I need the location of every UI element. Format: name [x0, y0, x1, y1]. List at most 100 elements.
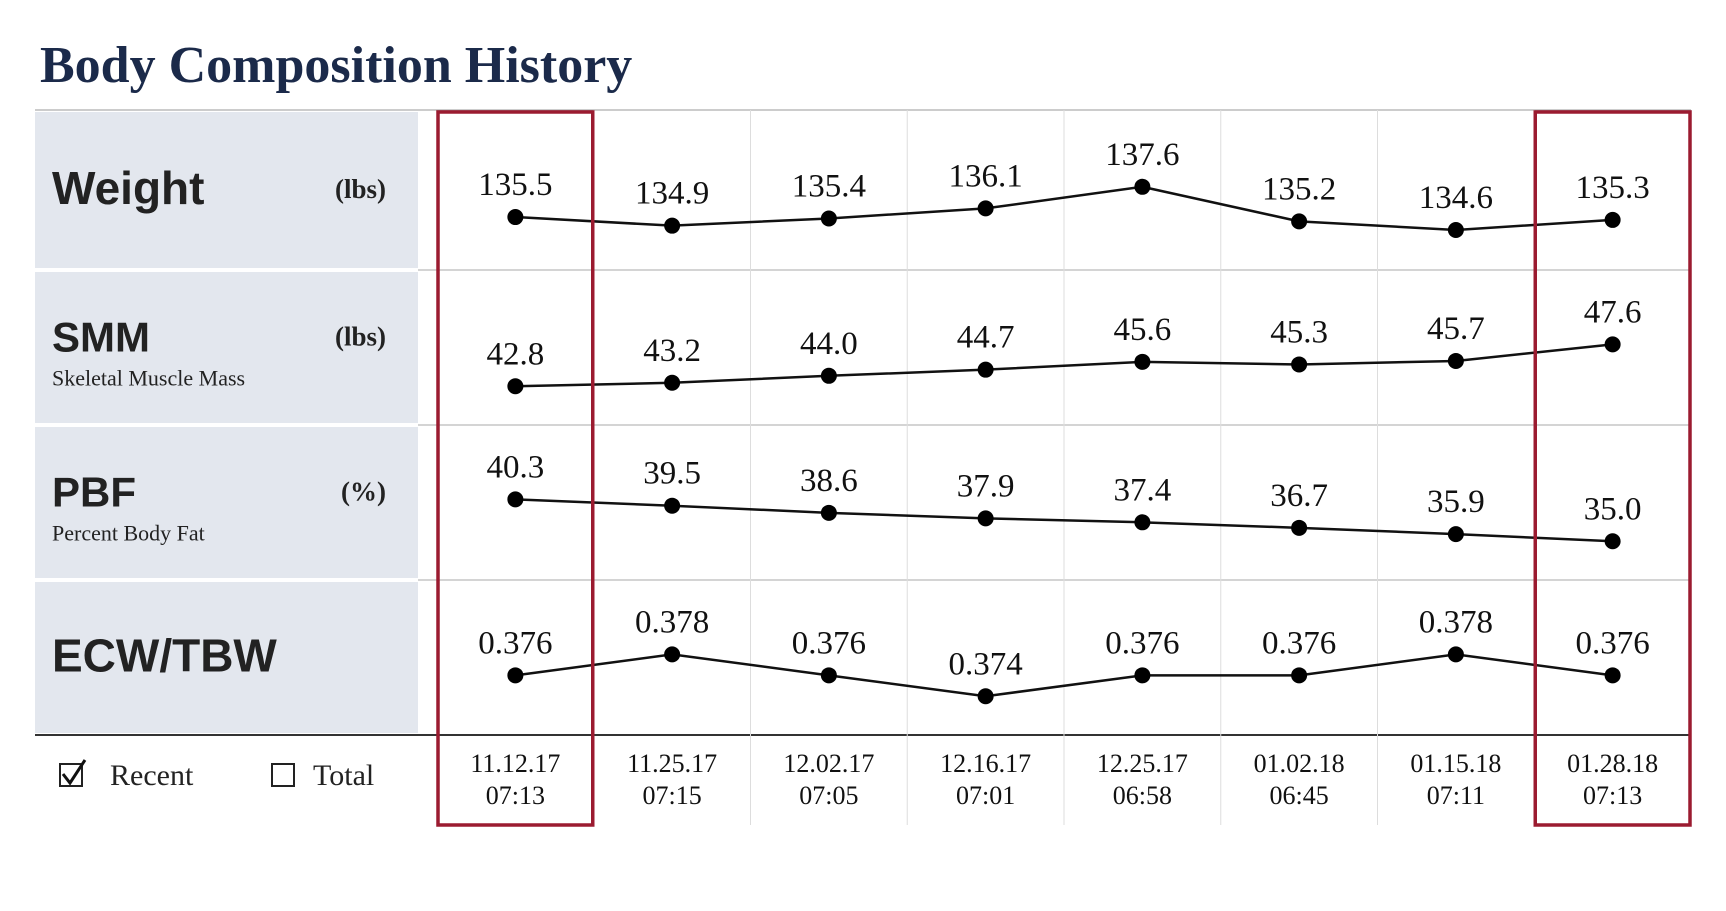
data-point	[1134, 667, 1151, 684]
value-label: 0.376	[792, 625, 866, 661]
data-point	[1447, 352, 1464, 369]
value-label: 42.8	[487, 336, 545, 372]
data-point	[1134, 353, 1151, 370]
trend-line	[515, 653, 1613, 698]
time-label: 07:13	[486, 781, 545, 810]
data-point	[1291, 519, 1308, 536]
value-label: 0.378	[635, 604, 709, 640]
row-unit: (lbs)	[335, 174, 386, 204]
data-point	[1447, 222, 1464, 238]
highlight-box	[436, 110, 595, 827]
value-label: 35.9	[1427, 484, 1485, 520]
recent-checkbox[interactable]	[59, 763, 83, 787]
value-label: 44.0	[800, 326, 858, 362]
data-point	[820, 367, 837, 384]
data-point	[977, 361, 994, 378]
value-label: 38.6	[800, 463, 858, 499]
row-sublabel: Skeletal Muscle Mass	[52, 366, 245, 391]
data-point	[1604, 667, 1621, 684]
data-point	[977, 688, 994, 705]
time-label: 06:45	[1270, 781, 1329, 810]
data-point	[1447, 646, 1464, 663]
trend-line	[515, 498, 1613, 543]
trend-line	[515, 185, 1613, 232]
data-point	[1604, 336, 1621, 353]
row-header-bg	[35, 112, 418, 268]
row-unit: (%)	[341, 477, 386, 507]
value-label: 37.4	[1114, 472, 1172, 508]
data-point	[820, 667, 837, 684]
value-label: 0.376	[1576, 625, 1650, 661]
data-point	[507, 209, 524, 226]
data-point	[1291, 356, 1308, 373]
value-label: 0.376	[1105, 625, 1179, 661]
data-point	[1604, 533, 1621, 550]
value-label: 37.9	[957, 468, 1015, 504]
data-point	[977, 510, 994, 527]
date-label: 11.12.17	[470, 749, 560, 778]
time-label: 07:01	[956, 781, 1015, 810]
value-label: 47.6	[1584, 294, 1642, 330]
value-label: 45.3	[1270, 314, 1328, 350]
time-label: 07:15	[643, 781, 702, 810]
data-point	[820, 210, 837, 227]
row-label: Weight	[52, 162, 204, 214]
data-point	[507, 378, 524, 395]
row-sublabel: Percent Body Fat	[52, 521, 205, 546]
data-point	[1447, 526, 1464, 543]
value-label: 35.0	[1584, 491, 1642, 527]
time-label: 07:05	[799, 781, 858, 810]
data-point	[820, 504, 837, 521]
total-checkbox[interactable]	[271, 763, 295, 787]
value-label: 134.9	[635, 176, 709, 212]
data-point	[1604, 211, 1621, 228]
data-point	[977, 200, 994, 217]
data-point	[1291, 667, 1308, 684]
checkmark	[61, 759, 87, 786]
data-point	[664, 374, 681, 391]
data-point	[507, 667, 524, 684]
row-unit: (lbs)	[335, 322, 386, 352]
time-label: 07:11	[1427, 781, 1485, 810]
date-label: 01.15.18	[1410, 749, 1501, 778]
date-label: 12.16.17	[940, 749, 1031, 778]
value-label: 43.2	[643, 333, 701, 369]
value-label: 36.7	[1270, 478, 1328, 514]
value-label: 0.374	[949, 646, 1023, 682]
value-label: 136.1	[949, 158, 1023, 194]
date-label: 11.25.17	[627, 749, 717, 778]
data-point	[1134, 178, 1151, 195]
value-label: 44.7	[957, 320, 1015, 356]
row-header-bg	[35, 582, 418, 733]
data-point	[1291, 213, 1308, 230]
time-label: 06:58	[1113, 781, 1172, 810]
value-label: 135.2	[1262, 171, 1336, 207]
value-label: 135.4	[792, 168, 866, 204]
value-label: 0.376	[478, 625, 552, 661]
date-label: 01.02.18	[1254, 749, 1345, 778]
date-label: 01.28.18	[1567, 749, 1658, 778]
total-label[interactable]: Total	[313, 759, 374, 792]
page-title: Body Composition History	[40, 37, 632, 94]
value-label: 45.6	[1114, 312, 1172, 348]
value-label: 0.378	[1419, 604, 1493, 640]
data-point	[664, 497, 681, 514]
value-label: 40.3	[487, 449, 545, 485]
trend-line	[515, 343, 1613, 388]
date-label: 12.02.17	[783, 749, 874, 778]
data-point	[664, 646, 681, 663]
history-table: Weight (lbs) 135.5 134.9 135.4 136.1 137.6 135.…	[35, 109, 1692, 827]
value-label: 135.3	[1576, 170, 1650, 206]
row-header-bg	[35, 272, 418, 423]
recent-label[interactable]: Recent	[110, 759, 194, 792]
data-point	[507, 491, 524, 508]
data-point	[1134, 514, 1151, 531]
row-label: PBF	[52, 469, 136, 516]
data-point	[664, 217, 681, 234]
value-label: 45.7	[1427, 311, 1485, 347]
time-label: 07:13	[1583, 781, 1642, 810]
value-label: 137.6	[1105, 137, 1179, 173]
value-label: 0.376	[1262, 625, 1336, 661]
